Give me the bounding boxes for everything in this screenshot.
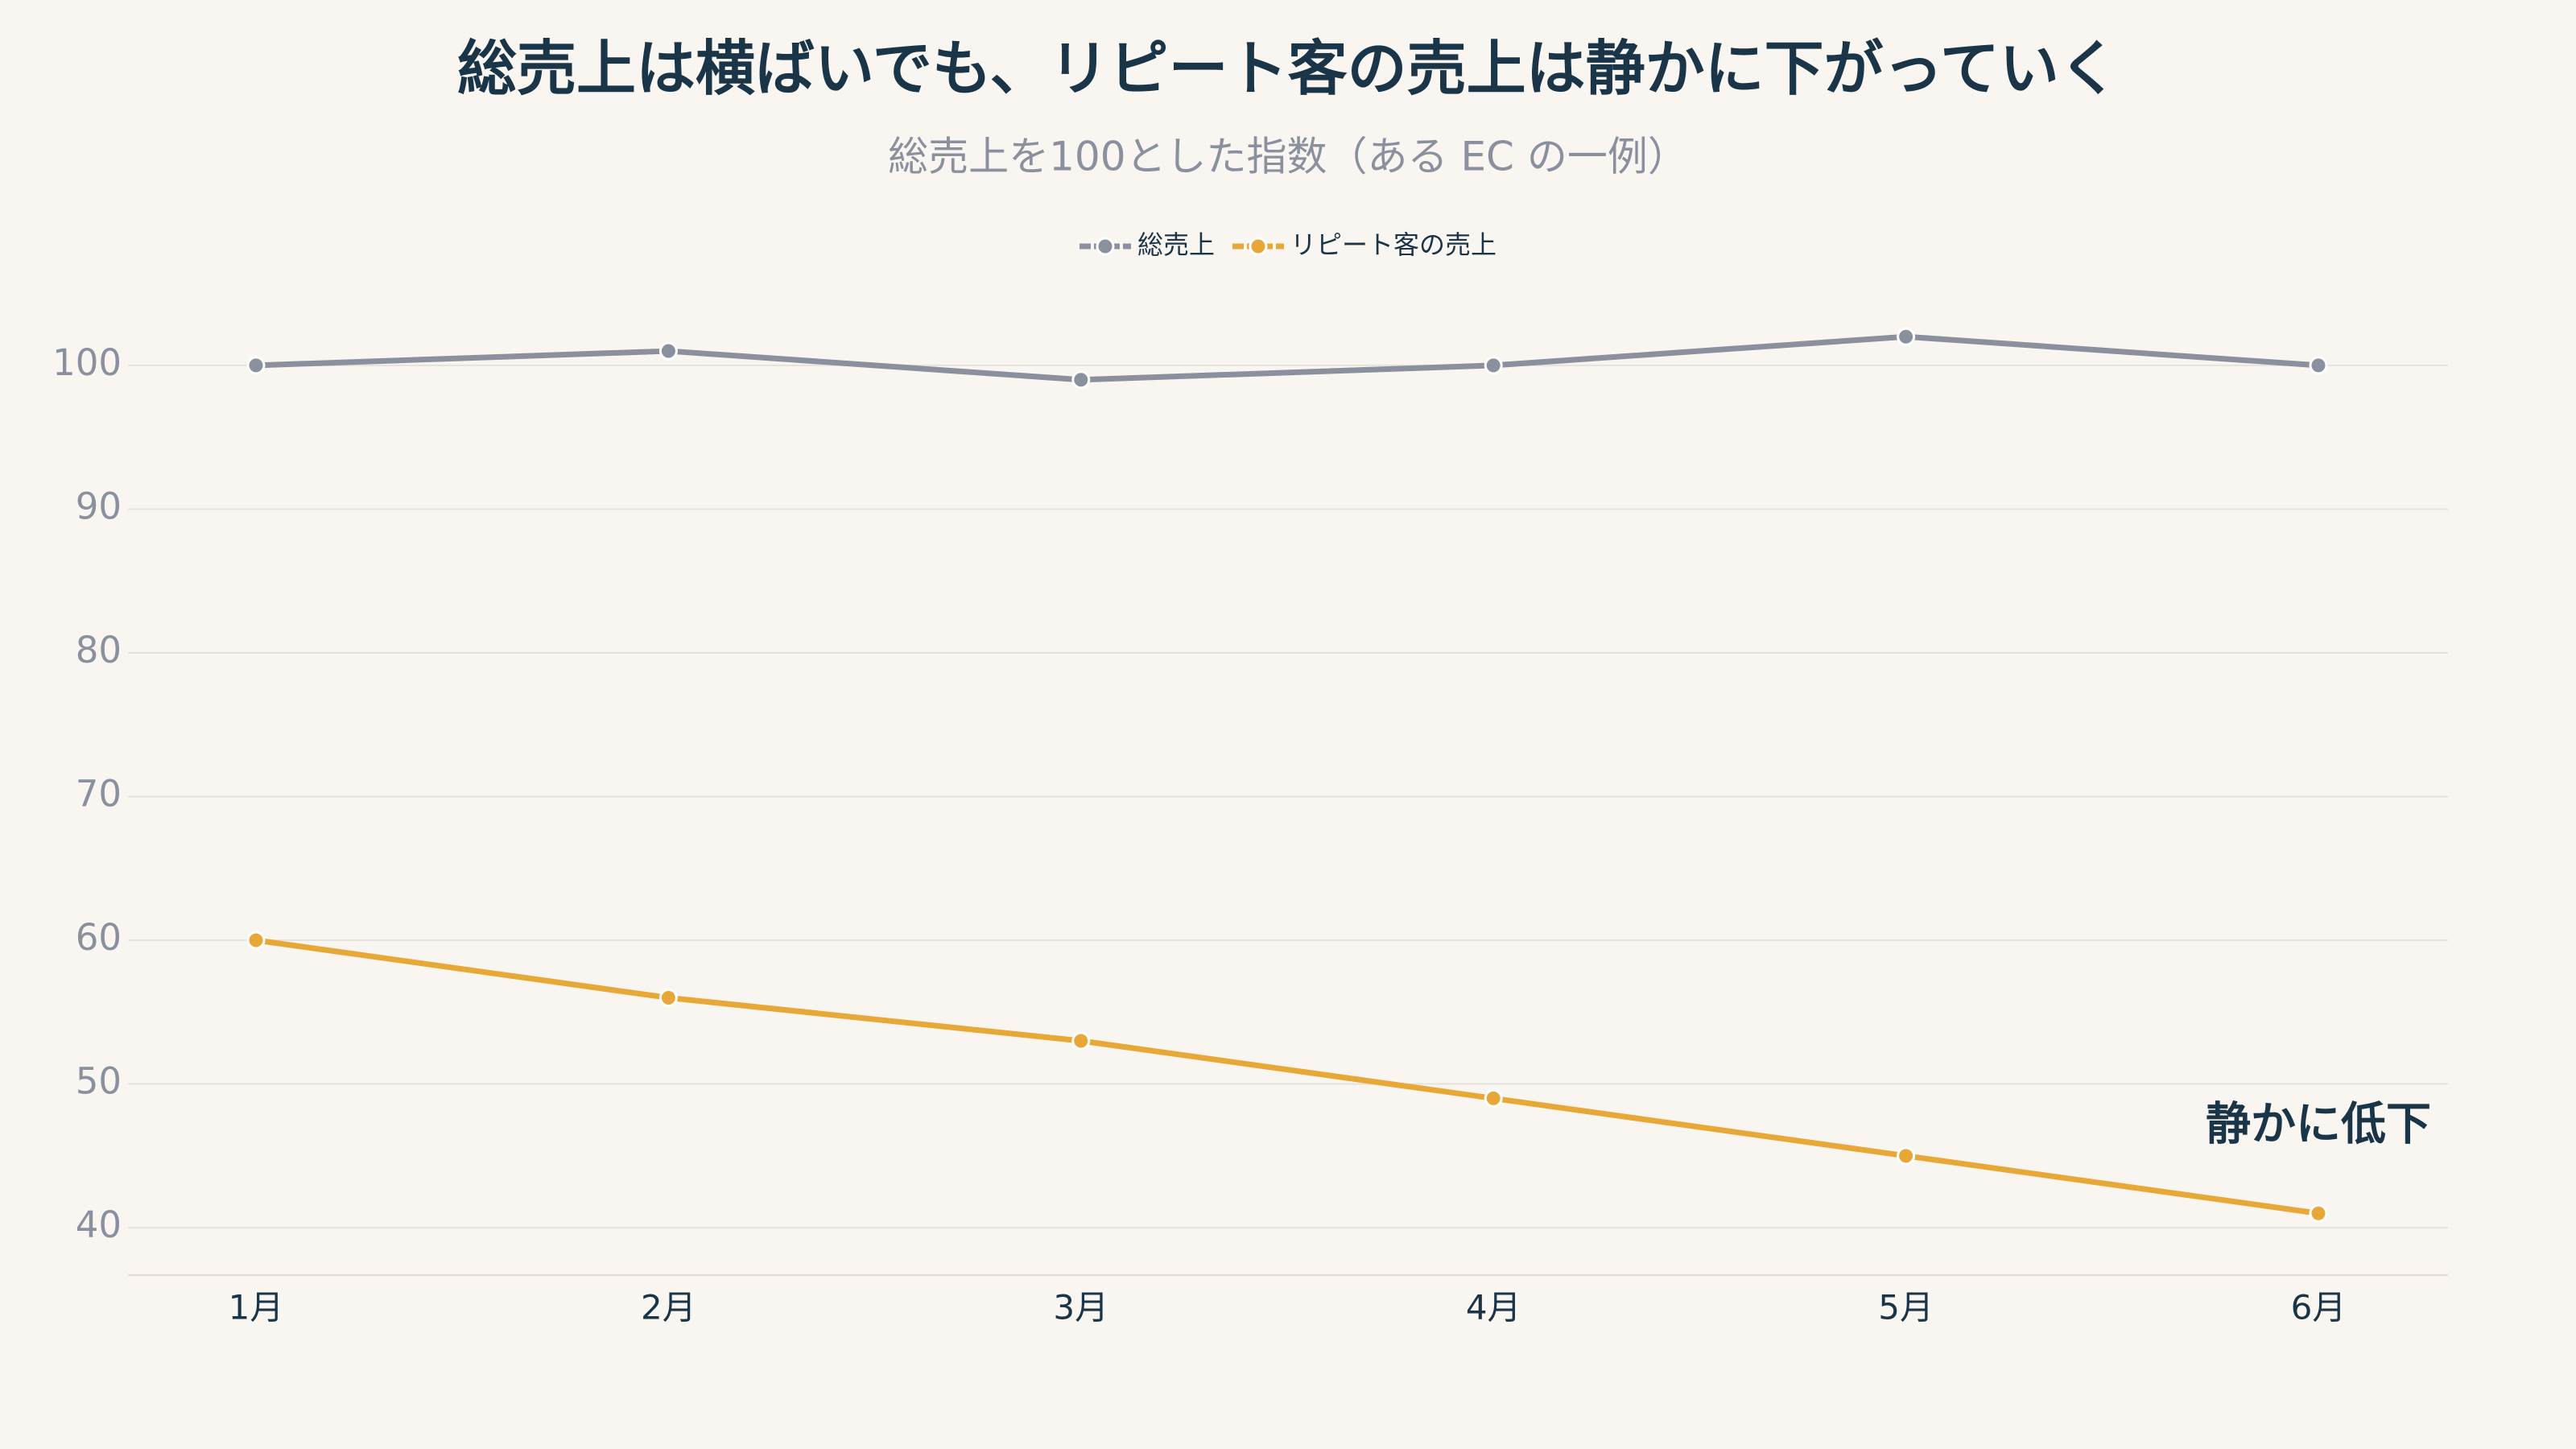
data-point — [1071, 1031, 1091, 1051]
y-tick-label: 50 — [76, 1060, 122, 1103]
legend-label: リピート客の売上 — [1290, 229, 1496, 260]
series-line — [255, 937, 2319, 1216]
y-tick-label: 60 — [76, 916, 122, 959]
x-tick-label: 3月 — [1053, 1288, 1108, 1327]
data-point — [658, 988, 678, 1007]
y-tick-label: 90 — [76, 485, 122, 527]
y-tick-label: 80 — [76, 629, 122, 671]
x-tick-label: 6月 — [2291, 1288, 2347, 1327]
y-tick-label: 100 — [52, 341, 122, 384]
legend-item: リピート客の売上 — [1232, 229, 1496, 260]
data-point — [658, 341, 678, 361]
data-point — [2309, 356, 2328, 375]
data-point — [246, 931, 266, 950]
legend: 総売上 リピート客の売上 — [1079, 229, 1496, 260]
chart-subtitle: 総売上を100とした指数（ある EC の一例） — [888, 134, 1688, 180]
data-point — [1484, 356, 1503, 375]
series-line — [255, 333, 2319, 383]
legend-item: 総売上 — [1079, 229, 1215, 260]
x-tick-label: 4月 — [1466, 1288, 1521, 1327]
data-point — [1484, 1088, 1503, 1108]
legend-marker — [1249, 237, 1268, 256]
legend-label: 総売上 — [1137, 229, 1215, 260]
x-tick-label: 2月 — [641, 1288, 696, 1327]
legend-marker — [1096, 237, 1115, 256]
x-tick-label: 5月 — [1878, 1288, 1934, 1327]
data-point — [246, 356, 266, 375]
x-tick-label: 1月 — [229, 1288, 284, 1327]
data-point — [1071, 370, 1091, 390]
annotation: 静かに低下 — [2206, 1098, 2431, 1150]
y-tick-label: 40 — [76, 1203, 122, 1246]
data-point — [1897, 327, 1916, 346]
chart-title: 総売上は横ばいでも、リピート客の売上は静かに下がっていく — [457, 35, 2119, 104]
data-point — [2309, 1203, 2328, 1223]
data-point — [1897, 1146, 1916, 1166]
y-tick-label: 70 — [76, 773, 122, 815]
